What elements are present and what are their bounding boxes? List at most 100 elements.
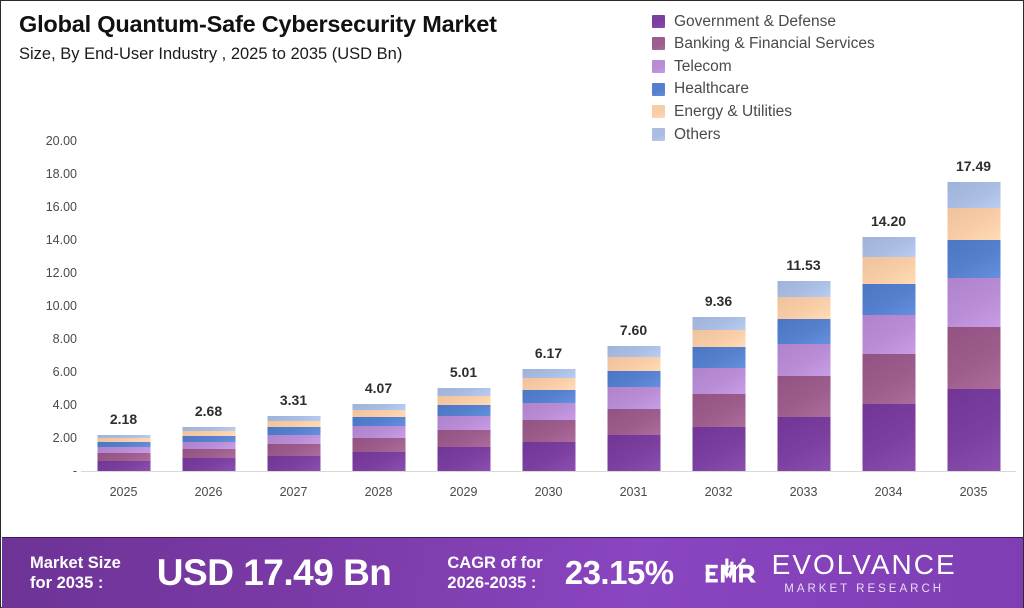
bar-segment[interactable] bbox=[437, 395, 490, 406]
y-axis: 20.00 18.00 16.00 14.00 12.00 10.00 8.00 6.00 4.… bbox=[15, 1, 77, 521]
bar-segment[interactable] bbox=[522, 403, 575, 421]
bar-segment[interactable] bbox=[437, 405, 490, 416]
bar-column[interactable]: 17.49 2035 bbox=[931, 1, 1016, 521]
stacked-bar[interactable] bbox=[352, 403, 405, 471]
bar-segment[interactable] bbox=[267, 434, 320, 444]
bar-column[interactable]: 6.17 2030 bbox=[506, 1, 591, 521]
bar-segment[interactable] bbox=[607, 435, 660, 471]
bar-segment[interactable] bbox=[607, 356, 660, 371]
stacked-bar[interactable] bbox=[267, 416, 320, 471]
bar-column[interactable]: 9.36 2032 bbox=[676, 1, 761, 521]
legend-item[interactable]: Government & Defense bbox=[652, 10, 875, 33]
bar-segment[interactable] bbox=[692, 347, 745, 368]
bar-segment[interactable] bbox=[947, 388, 1000, 471]
bar-column[interactable]: 2.68 2026 bbox=[166, 1, 251, 521]
bar-segment[interactable] bbox=[437, 388, 490, 396]
bar-segment[interactable] bbox=[267, 455, 320, 471]
bar-segment[interactable] bbox=[352, 426, 405, 438]
bar-segment[interactable] bbox=[352, 417, 405, 427]
stacked-bar[interactable] bbox=[607, 345, 660, 471]
bar-segment[interactable] bbox=[777, 376, 830, 417]
bar-column[interactable]: 7.60 2031 bbox=[591, 1, 676, 521]
bar-segment[interactable] bbox=[862, 283, 915, 315]
bar-segment[interactable] bbox=[777, 343, 830, 377]
stacked-bar[interactable] bbox=[182, 426, 235, 471]
bar-segment[interactable] bbox=[437, 429, 490, 448]
bar-column[interactable]: 4.07 2028 bbox=[336, 1, 421, 521]
bar-column[interactable]: 3.31 2027 bbox=[251, 1, 336, 521]
bar-column[interactable]: 5.01 2029 bbox=[421, 1, 506, 521]
bar-segment[interactable] bbox=[777, 318, 830, 344]
bar-segment[interactable] bbox=[182, 435, 235, 442]
bar-segment[interactable] bbox=[267, 443, 320, 456]
bar-segment[interactable] bbox=[607, 387, 660, 409]
legend-item[interactable]: Energy & Utilities bbox=[652, 100, 875, 123]
bar-segment[interactable] bbox=[182, 449, 235, 459]
bar-segment[interactable] bbox=[947, 240, 1000, 279]
bar-segment[interactable] bbox=[97, 435, 150, 439]
bar-segment[interactable] bbox=[182, 426, 235, 431]
bar-segment[interactable] bbox=[862, 257, 915, 284]
bar-segment[interactable] bbox=[692, 367, 745, 395]
legend-item[interactable]: Banking & Financial Services bbox=[652, 33, 875, 56]
stacked-bar[interactable] bbox=[862, 236, 915, 471]
x-axis-tick-label: 2030 bbox=[534, 485, 563, 499]
bar-segment[interactable] bbox=[777, 416, 830, 471]
bar-segment[interactable] bbox=[522, 420, 575, 442]
stacked-bar[interactable] bbox=[97, 435, 150, 471]
bar-segment[interactable] bbox=[692, 426, 745, 471]
legend-item[interactable]: Healthcare bbox=[652, 78, 875, 101]
bar-segment[interactable] bbox=[692, 316, 745, 331]
stacked-bar[interactable] bbox=[692, 316, 745, 471]
bar-segment[interactable] bbox=[607, 408, 660, 436]
stacked-bar[interactable] bbox=[947, 182, 1000, 471]
bar-segment[interactable] bbox=[692, 394, 745, 427]
legend-label: Others bbox=[674, 125, 721, 143]
bar-segment[interactable] bbox=[267, 427, 320, 435]
bar-segment[interactable] bbox=[947, 207, 1000, 241]
bar-segment[interactable] bbox=[522, 389, 575, 404]
stacked-bar[interactable] bbox=[437, 388, 490, 471]
bar-segment[interactable] bbox=[182, 458, 235, 471]
stacked-bar[interactable] bbox=[522, 369, 575, 471]
bar-column[interactable]: 2.18 2025 bbox=[81, 1, 166, 521]
bar-segment[interactable] bbox=[862, 236, 915, 258]
bar-segment[interactable] bbox=[437, 447, 490, 471]
bar-segment[interactable] bbox=[97, 460, 150, 471]
bar-segment[interactable] bbox=[947, 182, 1000, 208]
bar-segment[interactable] bbox=[862, 314, 915, 355]
bar-segment[interactable] bbox=[352, 409, 405, 418]
bar-segment[interactable] bbox=[267, 421, 320, 428]
bar-column[interactable]: 11.53 2033 bbox=[761, 1, 846, 521]
bar-segment[interactable] bbox=[947, 327, 1000, 389]
bar-segment[interactable] bbox=[97, 438, 150, 443]
bar-segment[interactable] bbox=[352, 437, 405, 452]
bar-segment[interactable] bbox=[522, 369, 575, 379]
bar-segment[interactable] bbox=[777, 297, 830, 319]
bar-segment[interactable] bbox=[352, 451, 405, 471]
y-axis-tick-label: 20.00 bbox=[45, 134, 77, 148]
bar-segment[interactable] bbox=[947, 278, 1000, 328]
bar-segment[interactable] bbox=[97, 447, 150, 454]
bar-segment[interactable] bbox=[437, 415, 490, 430]
bar-segment[interactable] bbox=[522, 441, 575, 471]
bar-segment[interactable] bbox=[267, 416, 320, 422]
bar-segment[interactable] bbox=[522, 378, 575, 390]
bar-segment[interactable] bbox=[692, 330, 745, 348]
bar-segment[interactable] bbox=[182, 441, 235, 450]
bar-segment[interactable] bbox=[862, 404, 915, 471]
bar-segment[interactable] bbox=[862, 354, 915, 405]
bar-segment[interactable] bbox=[607, 370, 660, 388]
bar-segment[interactable] bbox=[607, 345, 660, 357]
bar-segment[interactable] bbox=[182, 430, 235, 436]
legend-item[interactable]: Others bbox=[652, 123, 875, 146]
bar-column[interactable]: 14.20 2034 bbox=[846, 1, 931, 521]
bar-value-label: 17.49 bbox=[955, 158, 992, 175]
stacked-bar[interactable] bbox=[777, 280, 830, 471]
legend-item[interactable]: Telecom bbox=[652, 55, 875, 78]
x-axis-tick-label: 2035 bbox=[959, 485, 988, 499]
bar-segment[interactable] bbox=[777, 280, 830, 298]
bar-segment[interactable] bbox=[352, 403, 405, 410]
bar-segment[interactable] bbox=[97, 453, 150, 461]
bar-segment[interactable] bbox=[97, 442, 150, 448]
